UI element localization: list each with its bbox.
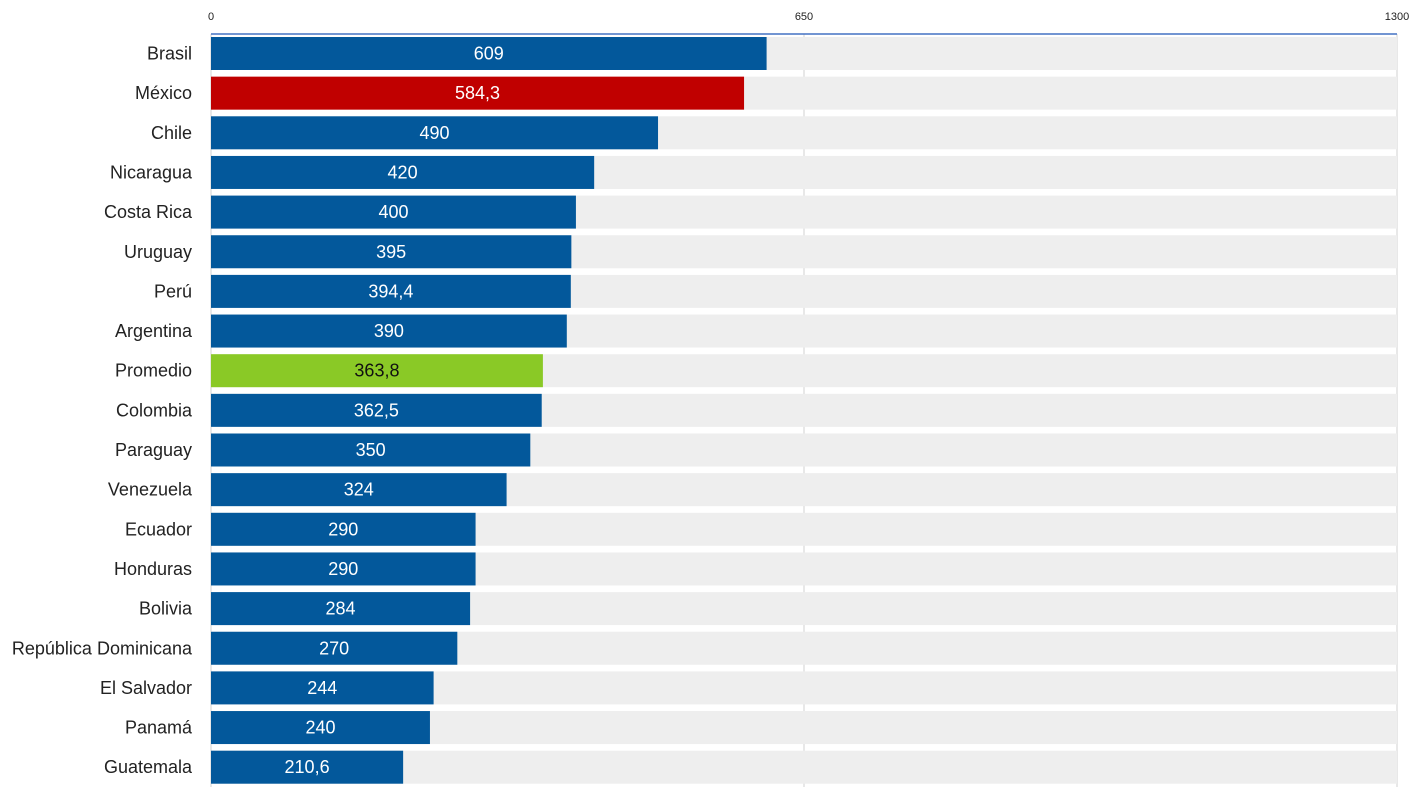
category-label: Ecuador: [125, 519, 192, 539]
axis-layer: 0 650 1300: [208, 11, 1409, 35]
category-label: México: [135, 83, 192, 103]
bar: [211, 750, 404, 784]
bar: [211, 37, 767, 70]
data-label: 400: [378, 202, 408, 222]
category-label: Nicaragua: [110, 162, 193, 182]
bar: [211, 552, 476, 586]
bar: [211, 354, 543, 388]
category-label: Colombia: [116, 400, 193, 420]
x-tick-label: 650: [795, 11, 813, 23]
bar: [211, 76, 745, 110]
category-label: Promedio: [115, 361, 192, 381]
bar: [211, 512, 476, 546]
bar: [211, 195, 576, 229]
data-label: 350: [356, 440, 386, 460]
bar-track: [211, 750, 1397, 784]
data-label: 420: [388, 162, 418, 182]
data-label: 395: [376, 242, 406, 262]
data-label: 324: [344, 480, 374, 500]
data-label: 394,4: [368, 281, 413, 301]
bar: [211, 314, 567, 348]
category-label: Panamá: [125, 718, 193, 738]
bar: [211, 155, 595, 189]
bar: [211, 274, 571, 308]
category-label: Honduras: [114, 559, 192, 579]
data-label: 284: [326, 599, 356, 619]
x-tick-label: 0: [208, 11, 214, 23]
category-label: Paraguay: [115, 440, 192, 460]
data-label: 362,5: [354, 400, 399, 420]
data-label: 584,3: [455, 83, 500, 103]
bar: [211, 631, 458, 665]
data-label: 244: [307, 678, 337, 698]
category-label: Guatemala: [104, 757, 193, 777]
bar-layer: [211, 37, 767, 784]
data-label: 210,6: [285, 757, 330, 777]
bar: [211, 235, 572, 269]
category-label: Argentina: [115, 321, 193, 341]
category-label: Venezuela: [108, 480, 193, 500]
data-label: 290: [328, 559, 358, 579]
bar: [211, 116, 659, 150]
bar: [211, 473, 507, 507]
x-tick-label: 1300: [1385, 11, 1409, 23]
data-label: 390: [374, 321, 404, 341]
data-label: 363,8: [354, 361, 399, 381]
data-label: 240: [305, 718, 335, 738]
data-label: 270: [319, 638, 349, 658]
category-label: Uruguay: [124, 242, 192, 262]
data-label: 490: [419, 123, 449, 143]
category-label: Perú: [154, 281, 192, 301]
bar: [211, 433, 531, 467]
category-label: Chile: [151, 123, 192, 143]
data-label: 609: [474, 44, 504, 64]
data-label: 290: [328, 519, 358, 539]
category-label: El Salvador: [100, 678, 192, 698]
bar: [211, 393, 542, 427]
bar: [211, 592, 471, 626]
bar: [211, 711, 430, 745]
bar: [211, 671, 434, 705]
category-label: Bolivia: [139, 599, 193, 619]
category-label: República Dominicana: [12, 638, 193, 658]
category-label: Costa Rica: [104, 202, 193, 222]
label-layer: Brasil 609 México 584,3 Chile 490 Nicaragua 420…: [12, 44, 504, 778]
category-label: Brasil: [147, 44, 192, 64]
